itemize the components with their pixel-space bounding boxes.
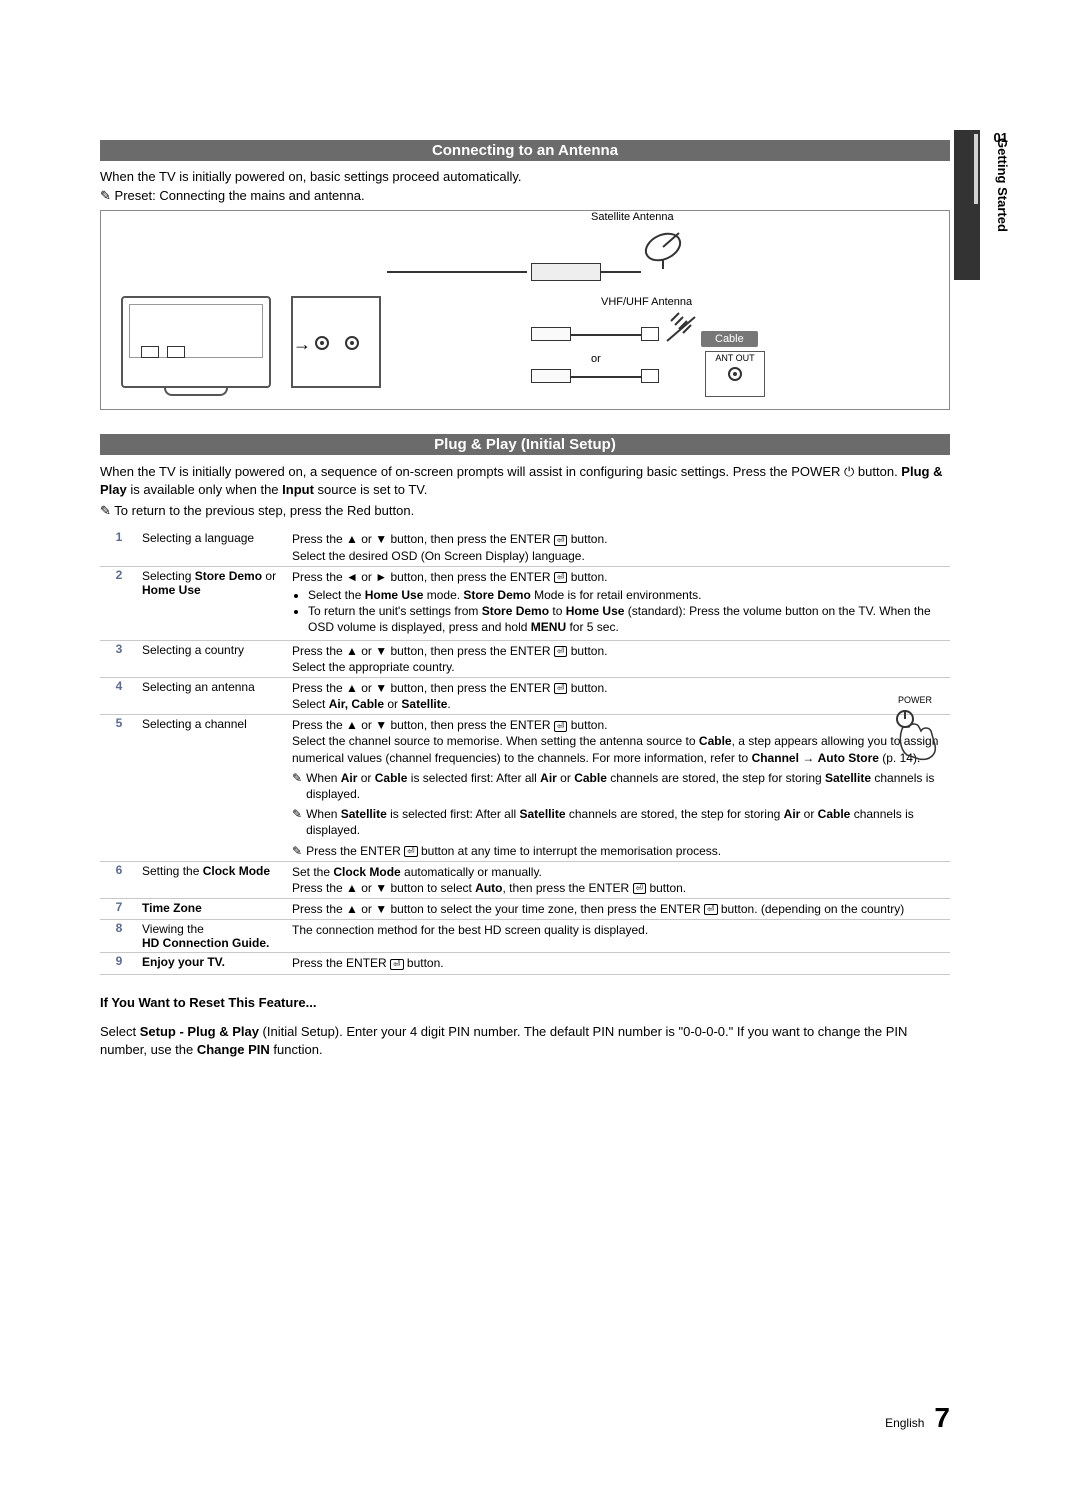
step-row: 8Viewing theHD Connection Guide.The conn… [100,920,950,953]
step-title: Selecting a country [138,640,288,677]
section-tab [954,130,980,280]
power-hand-icon [885,705,945,769]
preset-note-text: Preset: Connecting the mains and antenna… [115,188,365,203]
enter-icon: ⏎ [554,535,568,546]
step-number: 6 [100,861,138,898]
step-title: Viewing theHD Connection Guide. [138,920,288,953]
vhf-label: VHF/UHF Antenna [601,296,692,308]
section2-heading: Plug & Play (Initial Setup) [100,434,950,455]
step-row: 1Selecting a languagePress the ▲ or ▼ bu… [100,529,950,566]
plug-intro-d: is available only when the [130,482,282,497]
or-label: or [591,353,601,365]
step-title: Time Zone [138,899,288,920]
antenna-port-2-icon [345,336,359,350]
step-number: 4 [100,677,138,714]
step-title: Selecting a channel [138,715,288,862]
reset-heading: If You Want to Reset This Feature... [100,995,950,1010]
enter-icon: ⏎ [554,572,568,583]
content-area: Connecting to an Antenna When the TV is … [100,140,950,1072]
step-row: 5Selecting a channelPress the ▲ or ▼ but… [100,715,950,862]
reset-body: Select Setup - Plug & Play (Initial Setu… [100,1023,950,1059]
step-number: 9 [100,953,138,974]
enter-icon: ⏎ [404,846,418,857]
step-instructions: Press the ▲ or ▼ button to select the yo… [288,899,950,920]
step-row: 9Enjoy your TV.Press the ENTER ⏎ button. [100,953,950,974]
step-number: 2 [100,566,138,640]
plug-intro-f: source is set to TV. [318,482,428,497]
step-title: Selecting an antenna [138,677,288,714]
connector-icon [531,369,571,383]
step-number: 3 [100,640,138,677]
step-instructions: Press the ENTER ⏎ button. [288,953,950,974]
antenna-port-1-icon [315,336,329,350]
plug-intro-e: Input [282,482,314,497]
power-icon: ⏻ [844,464,854,479]
ant-out-box: ANT OUT [705,351,765,397]
page-footer: English 7 [885,1402,950,1434]
power-label: POWER [880,695,950,705]
step-instructions: Press the ▲ or ▼ button, then press the … [288,677,950,714]
antenna-diagram: Satellite Antenna VHF/UHF Antenna or Cab… [100,210,950,410]
section1-heading: Connecting to an Antenna [100,140,950,161]
step-row: 4Selecting an antennaPress the ▲ or ▼ bu… [100,677,950,714]
step-title: Selecting a language [138,529,288,566]
step-number: 1 [100,529,138,566]
vhf-antenna-icon [661,311,701,345]
step-title: Setting the Clock Mode [138,861,288,898]
enter-icon: ⏎ [554,646,568,657]
step-row: 3Selecting a countryPress the ▲ or ▼ but… [100,640,950,677]
connector-icon [531,327,571,341]
note-icon: ✎ [100,503,111,518]
enter-icon: ⏎ [554,683,568,694]
section-label: Getting Started [995,138,1010,232]
enter-icon: ⏎ [554,721,568,732]
plug-intro-a: When the TV is initially powered on, a s… [100,464,844,479]
enter-icon: ⏎ [390,959,404,970]
cable-label: Cable [701,331,758,347]
footer-lang: English [885,1416,924,1430]
power-hand-figure: POWER [880,695,950,771]
note-icon: ✎ [100,188,111,203]
step-title: Enjoy your TV. [138,953,288,974]
page-number: 7 [934,1402,950,1434]
step-row: 6Setting the Clock ModeSet the Clock Mod… [100,861,950,898]
step-instructions: Press the ▲ or ▼ button, then press the … [288,715,950,862]
preset-note: ✎ Preset: Connecting the mains and anten… [100,188,950,204]
step-number: 8 [100,920,138,953]
step-title: Selecting Store Demo or Home Use [138,566,288,640]
section1-intro: When the TV is initially powered on, bas… [100,169,950,184]
splitter-icon [531,263,601,281]
satellite-label: Satellite Antenna [591,211,674,223]
satellite-dish-icon [641,225,685,269]
step-number: 7 [100,899,138,920]
step-instructions: The connection method for the best HD sc… [288,920,950,953]
manual-page: 01 Getting Started Connecting to an Ante… [0,0,1080,1494]
step-instructions: Set the Clock Mode automatically or manu… [288,861,950,898]
step-instructions: Press the ▲ or ▼ button, then press the … [288,640,950,677]
plug-intro: When the TV is initially powered on, a s… [100,463,950,499]
step-number: 5 [100,715,138,862]
step-instructions: Press the ◄ or ► button, then press the … [288,566,950,640]
step-row: 7Time ZonePress the ▲ or ▼ button to sel… [100,899,950,920]
enter-icon: ⏎ [704,904,718,915]
enter-icon: ⏎ [633,883,647,894]
step-instructions: Press the ▲ or ▼ button, then press the … [288,529,950,566]
ant-out-label: ANT OUT [706,353,764,363]
return-note-text: To return to the previous step, press th… [114,503,414,518]
plug-intro-b: button. [858,464,901,479]
step-row: 2Selecting Store Demo or Home UsePress t… [100,566,950,640]
steps-table: 1Selecting a languagePress the ▲ or ▼ bu… [100,529,950,974]
ant-out-port-icon [728,367,742,381]
return-note: ✎ To return to the previous step, press … [100,503,950,519]
tv-icon [121,296,271,388]
